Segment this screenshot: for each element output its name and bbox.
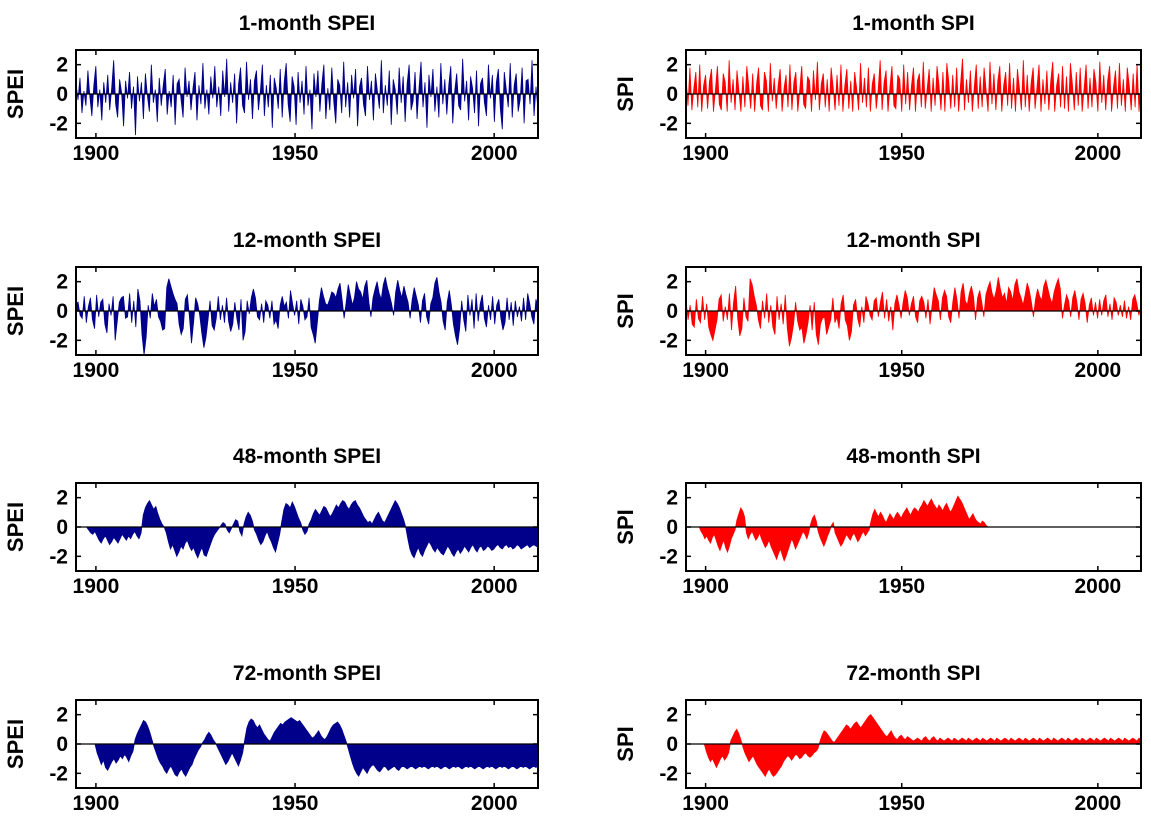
y-tick-label: -2 bbox=[49, 329, 68, 352]
y-axis-label: SPEI bbox=[3, 286, 28, 336]
y-tick-label: 2 bbox=[666, 487, 678, 510]
series-fill-1 bbox=[686, 495, 1141, 562]
y-tick-label: -2 bbox=[659, 545, 678, 568]
subplot-title: 72-month SPEI bbox=[233, 662, 381, 685]
y-tick-label: 0 bbox=[56, 733, 68, 756]
subplot-title: 72-month SPI bbox=[846, 662, 980, 685]
subplot-8: 72-month SPI SPI 1900 1950 2000 2 0 -2 bbox=[613, 662, 1142, 815]
y-tick-label: 0 bbox=[666, 733, 678, 756]
x-tick-label: 2000 bbox=[1074, 142, 1121, 165]
y-tick-label: 2 bbox=[666, 54, 678, 77]
x-tick-label: 2000 bbox=[1074, 359, 1121, 382]
y-tick-label: 0 bbox=[56, 83, 68, 106]
x-tick-label: 1950 bbox=[878, 575, 925, 598]
y-tick-label: 0 bbox=[666, 83, 678, 106]
x-tick-label: 1950 bbox=[878, 142, 925, 165]
series-fill-1 bbox=[76, 717, 538, 778]
series-area bbox=[686, 714, 1141, 778]
x-tick-label: 1950 bbox=[878, 792, 925, 815]
y-tick-label: 0 bbox=[666, 516, 678, 539]
x-tick-label: 2000 bbox=[1074, 575, 1121, 598]
x-tick-label: 1950 bbox=[272, 575, 319, 598]
subplot-5: 48-month SPEI SPEI 1900 1950 2000 2 0 -2 bbox=[3, 445, 539, 598]
x-tick-label: 1900 bbox=[682, 359, 729, 382]
x-tick-label: 1950 bbox=[272, 792, 319, 815]
y-tick-label: -2 bbox=[659, 762, 678, 785]
y-tick-label: -2 bbox=[49, 762, 68, 785]
y-tick-label: -2 bbox=[659, 112, 678, 135]
y-axis-label: SPEI bbox=[3, 719, 28, 769]
y-tick-label: 0 bbox=[56, 300, 68, 323]
x-tick-label: 2000 bbox=[471, 142, 518, 165]
subplot-7: 72-month SPEI SPEI 1900 1950 2000 2 0 -2 bbox=[3, 662, 539, 815]
x-tick-label: 1950 bbox=[272, 142, 319, 165]
series-area bbox=[686, 277, 1141, 347]
x-tick-label: 1900 bbox=[73, 792, 120, 815]
y-axis-label: SPI bbox=[613, 509, 638, 544]
x-tick-label: 2000 bbox=[471, 792, 518, 815]
series-area bbox=[686, 58, 1141, 112]
x-tick-label: 1900 bbox=[73, 142, 120, 165]
y-tick-label: 2 bbox=[56, 704, 68, 727]
subplot-2: 1-month SPI SPI 1900 1950 2000 2 0 -2 bbox=[613, 12, 1142, 165]
x-tick-label: 2000 bbox=[1074, 792, 1121, 815]
y-tick-label: 2 bbox=[56, 487, 68, 510]
x-tick-label: 1900 bbox=[682, 792, 729, 815]
subplot-title: 12-month SPI bbox=[846, 229, 980, 252]
subplot-title: 48-month SPEI bbox=[233, 445, 381, 468]
series-fill-1 bbox=[686, 714, 1141, 778]
y-axis-label: SPEI bbox=[3, 502, 28, 552]
y-axis-label: SPI bbox=[613, 76, 638, 111]
y-axis-label: SPI bbox=[613, 726, 638, 761]
y-tick-label: 0 bbox=[666, 300, 678, 323]
y-tick-label: 2 bbox=[56, 271, 68, 294]
series-area bbox=[76, 499, 538, 559]
subplot-title: 12-month SPEI bbox=[233, 229, 381, 252]
x-tick-label: 1950 bbox=[878, 359, 925, 382]
x-tick-label: 2000 bbox=[471, 575, 518, 598]
y-tick-label: -2 bbox=[49, 112, 68, 135]
series-area bbox=[76, 58, 538, 136]
y-tick-label: -2 bbox=[659, 329, 678, 352]
x-tick-label: 2000 bbox=[471, 359, 518, 382]
y-tick-label: 0 bbox=[56, 516, 68, 539]
subplot-1: 1-month SPEI SPEI 1900 1950 2000 2 0 -2 bbox=[3, 12, 539, 165]
series-fill-1 bbox=[76, 277, 538, 355]
y-axis-label: SPEI bbox=[3, 69, 28, 119]
subplot-4: 12-month SPI SPI 1900 1950 2000 2 0 -2 bbox=[613, 229, 1142, 382]
y-tick-label: 2 bbox=[666, 704, 678, 727]
x-tick-label: 1900 bbox=[682, 575, 729, 598]
subplot-6: 48-month SPI SPI 1900 1950 2000 2 0 -2 bbox=[613, 445, 1142, 598]
series-area bbox=[76, 717, 538, 778]
y-tick-label: 2 bbox=[56, 54, 68, 77]
subplot-title: 48-month SPI bbox=[846, 445, 980, 468]
x-tick-label: 1900 bbox=[73, 575, 120, 598]
series-fill-1 bbox=[686, 58, 1141, 112]
y-axis-label: SPI bbox=[613, 293, 638, 328]
subplot-3: 12-month SPEI SPEI 1900 1950 2000 2 0 -2 bbox=[3, 229, 539, 382]
x-tick-label: 1900 bbox=[682, 142, 729, 165]
y-tick-label: -2 bbox=[49, 545, 68, 568]
y-tick-label: 2 bbox=[666, 271, 678, 294]
x-tick-label: 1950 bbox=[272, 359, 319, 382]
series-fill-1 bbox=[686, 277, 1141, 347]
series-fill-1 bbox=[76, 58, 538, 136]
series-fill-1 bbox=[76, 499, 538, 559]
subplot-title: 1-month SPEI bbox=[239, 12, 376, 35]
series-area bbox=[76, 277, 538, 355]
series-area bbox=[686, 495, 1141, 562]
subplot-title: 1-month SPI bbox=[852, 12, 975, 35]
x-tick-label: 1900 bbox=[73, 359, 120, 382]
